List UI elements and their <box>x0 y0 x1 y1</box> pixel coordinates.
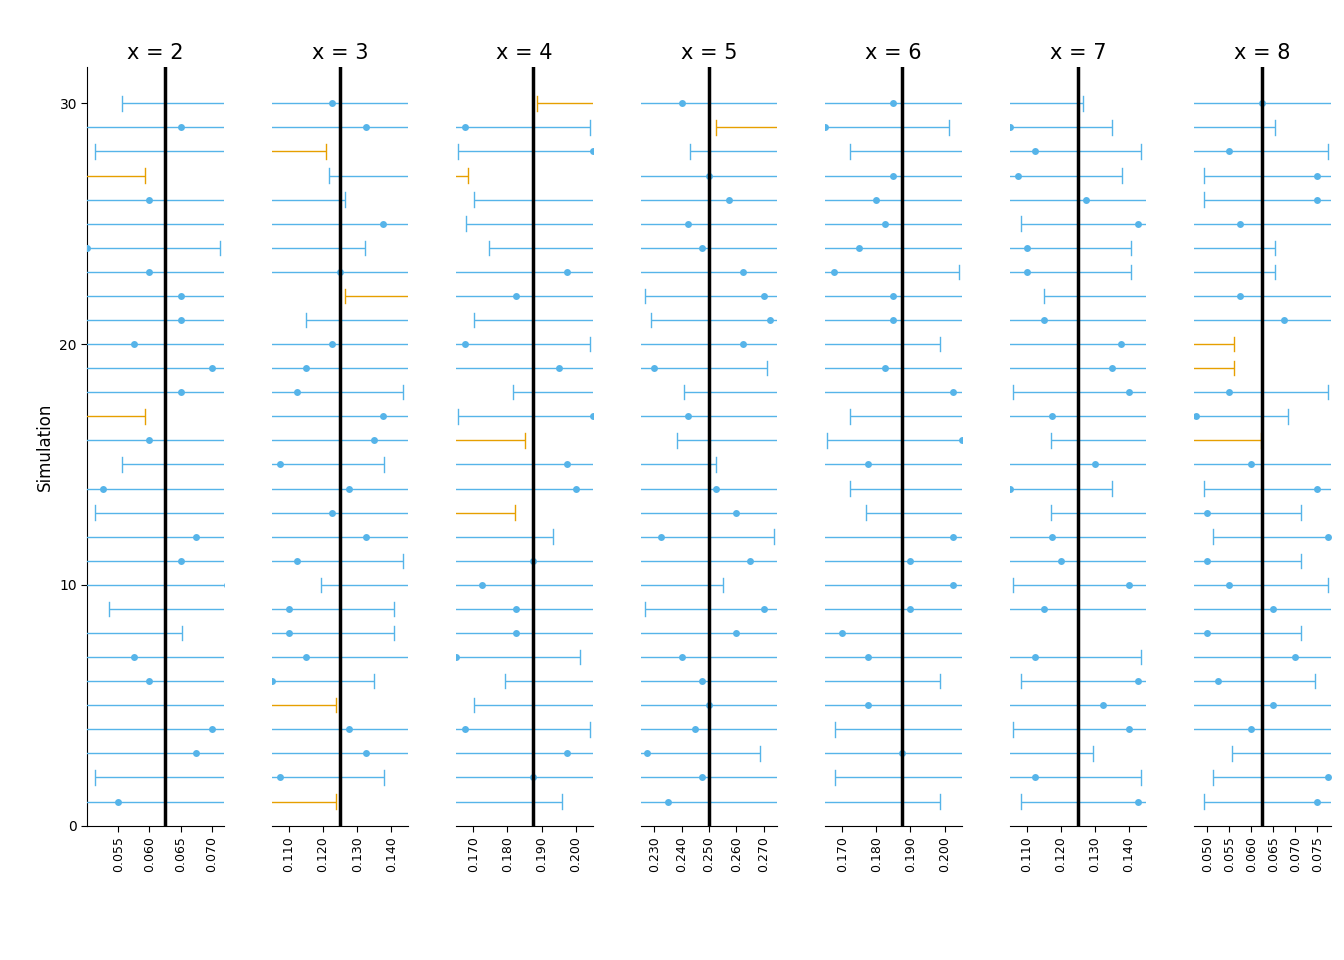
Title: x = 4: x = 4 <box>496 43 552 62</box>
Title: x = 8: x = 8 <box>1234 43 1290 62</box>
Title: x = 6: x = 6 <box>866 43 922 62</box>
Title: x = 2: x = 2 <box>128 43 184 62</box>
Y-axis label: Simulation: Simulation <box>36 402 54 491</box>
Title: x = 5: x = 5 <box>680 43 738 62</box>
Title: x = 3: x = 3 <box>312 43 368 62</box>
Title: x = 7: x = 7 <box>1050 43 1106 62</box>
